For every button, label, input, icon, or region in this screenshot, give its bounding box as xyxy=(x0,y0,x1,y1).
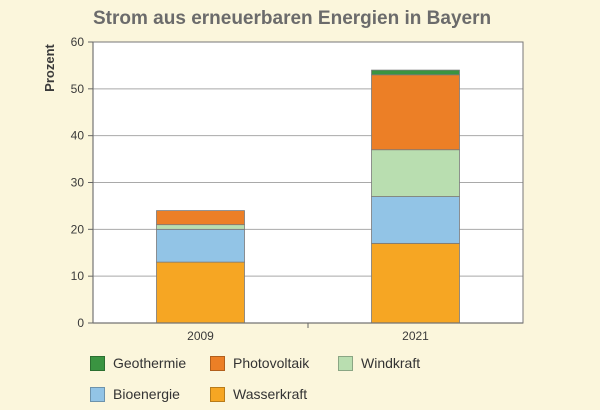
bar-segment-bioenergie-2021 xyxy=(371,196,460,244)
legend-swatch xyxy=(210,386,225,402)
legend-item-windkraft: Windkraft xyxy=(338,355,420,371)
legend-item-wasserkraft: Wasserkraft xyxy=(210,386,307,402)
chart-canvas: 0 10 20 30 40 50 60 2009 2021 Prozent xyxy=(42,35,524,343)
y-tick-label: 0 xyxy=(77,316,84,330)
y-ticks: 0 10 20 30 40 50 60 xyxy=(71,35,93,330)
x-ticks: 2009 2021 xyxy=(187,323,429,343)
y-tick-label: 40 xyxy=(71,129,85,143)
legend-label: Geothermie xyxy=(113,355,187,371)
legend-item-photovoltaik: Photovoltaik xyxy=(210,355,309,371)
y-tick-label: 10 xyxy=(71,269,85,283)
x-tick-label: 2009 xyxy=(187,329,214,343)
legend-swatch xyxy=(338,355,353,371)
y-tick-label: 20 xyxy=(71,222,85,236)
legend-item-bioenergie: Bioenergie xyxy=(90,386,180,402)
bar-segment-wasserkraft-2009 xyxy=(156,261,245,324)
y-tick-label: 50 xyxy=(71,82,85,96)
legend-label: Bioenergie xyxy=(113,386,180,402)
bars xyxy=(156,69,460,324)
bar-segment-geothermie-2021 xyxy=(371,69,460,76)
bar-segment-bioenergie-2009 xyxy=(156,228,245,263)
x-tick-label: 2021 xyxy=(402,329,429,343)
bar-segment-photovoltaik-2009 xyxy=(156,210,245,226)
chart-title: Strom aus erneuerbaren Energien in Bayer… xyxy=(93,8,492,29)
y-tick-label: 30 xyxy=(71,176,85,190)
legend-label: Photovoltaik xyxy=(233,355,310,371)
y-axis-label: Prozent xyxy=(42,43,57,91)
legend-label: Windkraft xyxy=(361,355,421,371)
bar-segment-windkraft-2021 xyxy=(371,149,460,197)
bar-segment-windkraft-2009 xyxy=(156,224,245,230)
legend-item-geothermie: Geothermie xyxy=(90,355,186,371)
y-tick-label: 60 xyxy=(71,35,85,49)
bar-segment-wasserkraft-2021 xyxy=(371,242,460,324)
legend-swatch xyxy=(90,386,105,402)
legend-swatch xyxy=(90,355,105,371)
bar-segment-photovoltaik-2021 xyxy=(371,74,460,151)
legend-label: Wasserkraft xyxy=(233,386,308,402)
legend-swatch xyxy=(210,355,225,371)
